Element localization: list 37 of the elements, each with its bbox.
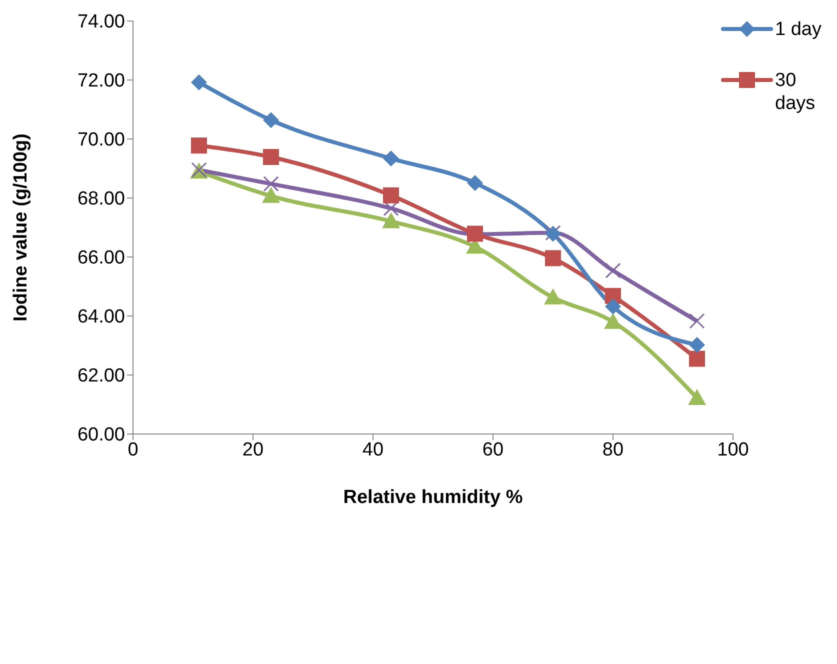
point bbox=[263, 112, 279, 128]
point bbox=[605, 298, 621, 315]
point bbox=[262, 186, 280, 203]
y-tick-label: 68.00 bbox=[77, 188, 125, 210]
y-tick-label: 62.00 bbox=[77, 366, 125, 387]
point bbox=[191, 74, 207, 90]
y-tick-label: 60.00 bbox=[77, 424, 125, 446]
point bbox=[467, 174, 483, 191]
point bbox=[382, 212, 400, 228]
x-tick-label: 40 bbox=[362, 439, 384, 460]
point bbox=[263, 148, 279, 165]
x-tick-label: 0 bbox=[128, 439, 138, 460]
legend-label: 1 day bbox=[775, 18, 822, 41]
point bbox=[383, 150, 399, 166]
y-tick-label: 72.00 bbox=[77, 70, 125, 92]
legend-label: 30 days bbox=[775, 69, 816, 115]
point bbox=[545, 250, 561, 266]
y-tick-label: 66.00 bbox=[77, 248, 125, 269]
y-tick-label: 70.00 bbox=[77, 130, 125, 151]
point bbox=[689, 350, 705, 367]
point bbox=[383, 187, 399, 204]
x-tick-label: 100 bbox=[717, 439, 749, 460]
point bbox=[263, 176, 279, 192]
x-axis-title: Relative humidity % bbox=[343, 487, 523, 508]
y-axis-title: Iodine value (g/100g) bbox=[10, 134, 32, 322]
x-tick-label: 80 bbox=[602, 439, 624, 460]
point bbox=[689, 336, 705, 353]
y-tick-label: 74.00 bbox=[77, 12, 125, 33]
point bbox=[689, 313, 705, 329]
point bbox=[544, 288, 562, 304]
point bbox=[604, 312, 622, 329]
point bbox=[688, 389, 706, 406]
point bbox=[191, 137, 207, 154]
y-tick-label: 64.00 bbox=[77, 306, 125, 328]
point bbox=[605, 262, 621, 278]
x-tick-label: 20 bbox=[242, 439, 264, 460]
x-tick-label: 60 bbox=[482, 439, 504, 460]
